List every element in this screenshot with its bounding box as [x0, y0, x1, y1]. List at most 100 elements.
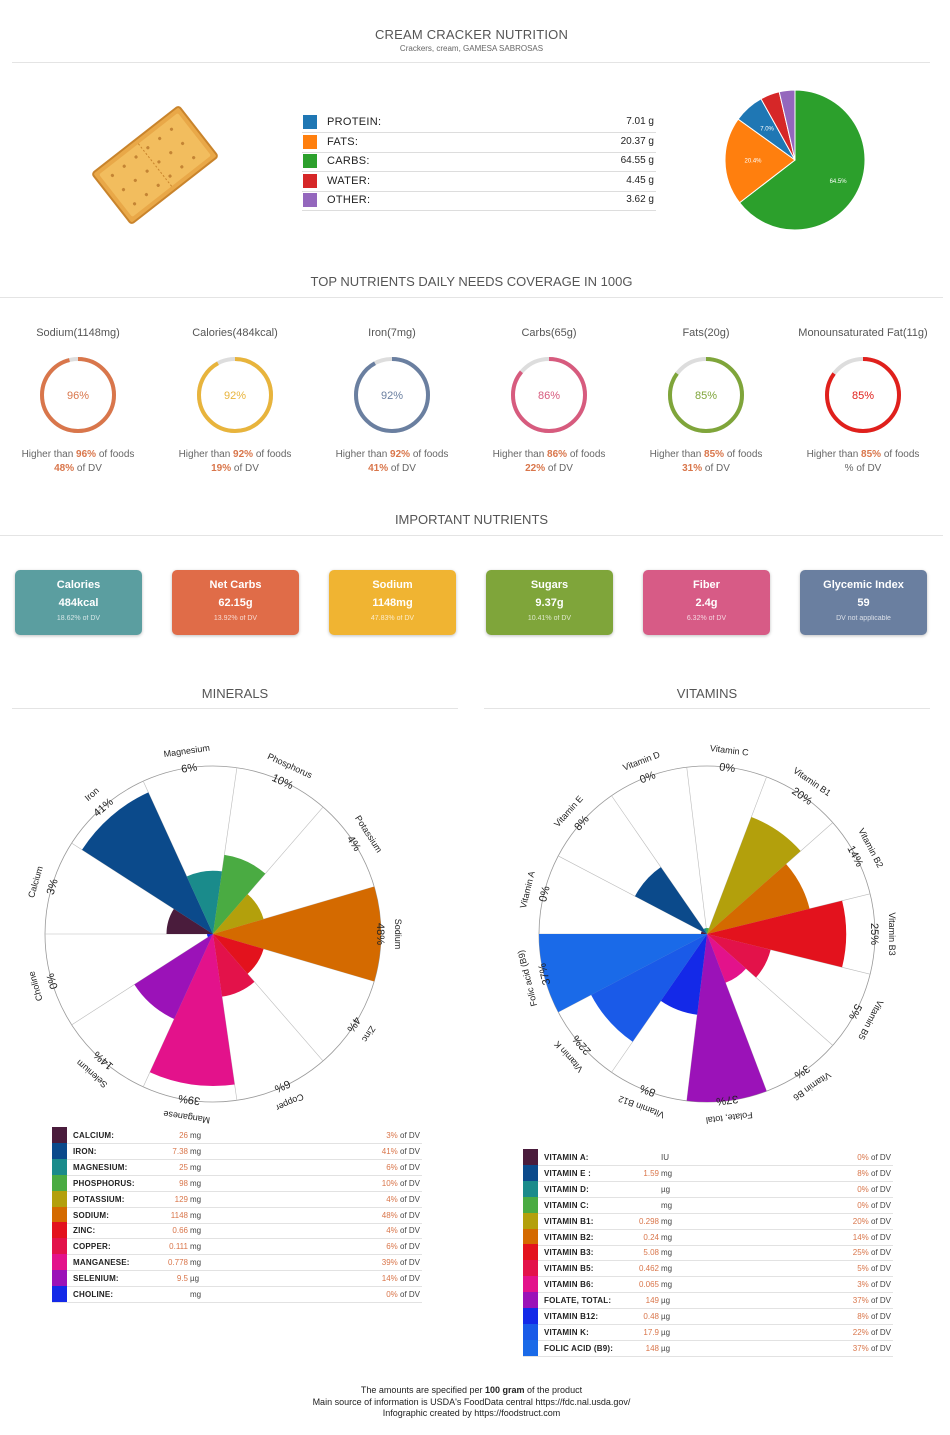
row-unit: mg	[661, 1248, 673, 1258]
coverage-name: Calories(484kcal)	[192, 327, 278, 339]
polar-value-label: 14%	[91, 1048, 116, 1072]
polar-sector-folic-acid-b9-	[539, 934, 707, 1013]
card-dv: 13.92% of DV	[213, 615, 258, 622]
row-dv-value: 0%	[857, 1200, 869, 1210]
row-dv: 0% of DV	[857, 1201, 891, 1210]
polar-value-label: 25%	[868, 923, 880, 945]
divider	[0, 535, 943, 536]
row-name: IRON:	[73, 1146, 97, 1156]
row-dv-value: 0%	[857, 1153, 869, 1162]
vitamins-polar-chart: Vitamin A 0%Vitamin E8%Vitamin D0%Vitamin…	[516, 743, 897, 1125]
ring-progress	[825, 357, 901, 433]
divider	[0, 297, 943, 298]
polar-sector-manganese	[149, 934, 235, 1087]
higher-text: Higher than	[178, 449, 234, 460]
row-dv: 8% of DV	[857, 1312, 891, 1321]
row-swatch	[523, 1244, 538, 1261]
row-value: 0.48	[643, 1312, 659, 1321]
row-unit: IU	[661, 1153, 669, 1162]
row-unit: mg	[661, 1264, 673, 1274]
polar-value-label: 0%	[45, 972, 61, 991]
nutrient-row: PHOSPHORUS: 98 mg 10% of DV	[52, 1174, 422, 1192]
row-dv: 48% of DV	[382, 1211, 420, 1220]
pie-slice-carbs	[738, 89, 866, 231]
nutrient-row: VITAMIN K: 17.9 µg 22% of DV	[523, 1323, 893, 1341]
row-dv: 37% of DV	[853, 1296, 891, 1305]
coverage-percent: 85%	[695, 390, 717, 402]
row-name: CALCIUM:	[73, 1131, 115, 1140]
macro-pie-chart: 64.5% 20.4% 7.0%	[724, 89, 866, 231]
macro-row: FATS: 20.37 g	[302, 133, 656, 153]
row-unit: mg	[190, 1210, 202, 1220]
row-unit: µg	[190, 1274, 200, 1284]
page-title: CREAM CRACKER NUTRITION	[374, 27, 569, 42]
polar-value-label: 14%	[844, 844, 865, 869]
row-swatch	[52, 1142, 67, 1159]
polar-category-label: Vitamin C	[709, 743, 749, 758]
nutrient-card: Sugars 9.37g 10.41% of DV	[486, 570, 613, 635]
coverage-ring: 86%	[511, 357, 587, 433]
row-dv-value: 14%	[852, 1232, 869, 1242]
macro-label: FATS:	[327, 135, 359, 148]
row-dv: 22% of DV	[853, 1328, 891, 1337]
coverage-dv: % of DV	[788, 463, 938, 474]
nutrient-card: Net Carbs 62.15g 13.92% of DV	[172, 570, 299, 635]
row-unit: mg	[190, 1242, 202, 1252]
coverage-higher-than: Higher than 92% of foods	[160, 449, 310, 460]
polar-value-label: 37%	[715, 1092, 739, 1107]
card-dv: DV not applicable	[836, 615, 891, 622]
polar-sector-folate-total	[686, 934, 767, 1102]
polar-category-label: Zinc	[360, 1024, 378, 1044]
coverage-dv: 48% of DV	[3, 463, 153, 474]
vitamins-title: VITAMINS	[676, 686, 738, 701]
chart-spoke	[558, 855, 708, 935]
row-name: MAGNESIUM:	[73, 1162, 128, 1172]
macro-label: WATER:	[327, 174, 371, 187]
row-swatch	[523, 1339, 538, 1356]
coverage-percent: 86%	[538, 390, 560, 402]
nutrient-row: VITAMIN B6: 0.065 mg 3% of DV	[523, 1276, 893, 1294]
macro-value: 64.55 g	[620, 155, 654, 166]
chart-spoke	[71, 933, 214, 1026]
row-name: VITAMIN B3:	[544, 1248, 594, 1258]
row-dv: 14% of DV	[382, 1274, 420, 1283]
row-dv-suffix: of DV	[868, 1327, 891, 1337]
row-dv-suffix: of DV	[868, 1232, 891, 1242]
dv-text: of DV	[702, 463, 730, 474]
divider	[12, 708, 458, 709]
row-dv-value: 0%	[857, 1184, 869, 1194]
polar-sector-calcium	[166, 908, 213, 934]
higher-value: 92%	[233, 449, 254, 460]
row-swatch	[52, 1254, 67, 1271]
row-name: VITAMIN A:	[544, 1153, 589, 1162]
polar-category-label: Vitamin D	[621, 749, 661, 772]
row-dv-value: 37%	[852, 1343, 869, 1353]
row-dv-suffix: of DV	[868, 1248, 891, 1258]
macro-swatch	[303, 115, 317, 129]
row-dv: 6% of DV	[386, 1242, 420, 1251]
macro-swatch	[303, 134, 317, 149]
coverage-title: TOP NUTRIENTS DAILY NEEDS COVERAGE IN 10…	[310, 274, 633, 289]
row-unit: mg	[190, 1194, 202, 1204]
row-name: VITAMIN B6:	[544, 1280, 594, 1290]
row-unit: mg	[661, 1232, 673, 1242]
coverage-item: Carbs(65g) 86% Higher than 86% of foods 22%…	[474, 327, 624, 474]
coverage-item: Sodium(1148mg) 96% Higher than 96% of food…	[3, 327, 153, 474]
row-swatch	[523, 1260, 538, 1277]
pie-slice-other	[778, 89, 796, 161]
dv-text: of DV	[231, 463, 259, 474]
row-name: VITAMIN B12:	[544, 1312, 599, 1321]
ring-progress	[511, 357, 587, 433]
card-value: 59	[857, 597, 870, 609]
row-dv-suffix: of DV	[397, 1258, 420, 1268]
card-title: Fiber	[693, 579, 720, 591]
row-dv: 0% of DV	[857, 1185, 891, 1194]
pie-slice-label: 64.5%	[830, 179, 848, 185]
coverage-ring: 85%	[825, 357, 901, 433]
polar-sector-vitamin-b5	[707, 934, 771, 978]
pie-slice-fats	[724, 118, 796, 204]
nutrient-row: IRON: 7.38 mg 41% of DV	[52, 1142, 422, 1160]
polar-value-label: 6%	[181, 762, 199, 776]
row-dv: 20% of DV	[853, 1217, 891, 1226]
